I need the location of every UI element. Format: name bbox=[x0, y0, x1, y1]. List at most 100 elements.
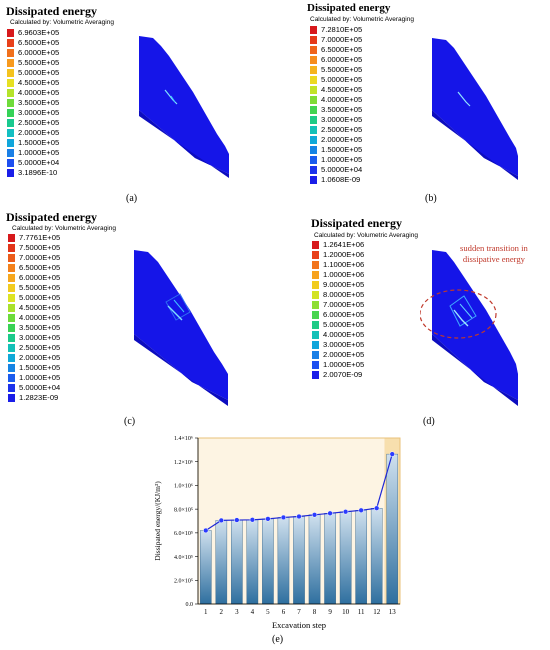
legend-value: 2.0000E+05 bbox=[19, 353, 61, 362]
x-tick-label: 8 bbox=[313, 608, 317, 616]
legend-swatch bbox=[312, 371, 319, 379]
legend-value: 5.0000E+05 bbox=[19, 293, 61, 302]
legend-value: 1.5000E+05 bbox=[19, 363, 61, 372]
legend-value: 7.0000E+05 bbox=[321, 35, 363, 44]
panel-label: (c) bbox=[124, 416, 136, 427]
legend-swatch bbox=[7, 69, 14, 77]
legend-value: 5.0000E+04 bbox=[19, 383, 61, 392]
legend-value: 1.0608E-09 bbox=[321, 175, 361, 184]
data-point bbox=[218, 517, 224, 524]
bar bbox=[339, 511, 352, 605]
legend-value: 9.0000E+05 bbox=[323, 280, 365, 289]
legend-swatch bbox=[8, 244, 15, 252]
data-point bbox=[265, 516, 271, 522]
data-point bbox=[296, 513, 302, 520]
data-point bbox=[342, 509, 349, 515]
legend-swatch bbox=[7, 139, 14, 147]
bar bbox=[293, 516, 305, 605]
legend-value: 3.0000E+05 bbox=[323, 340, 365, 349]
legend-swatch bbox=[7, 39, 14, 47]
legend-swatch bbox=[312, 341, 319, 349]
y-tick-label: 0.0 bbox=[186, 602, 194, 608]
legend-value: 4.0000E+05 bbox=[18, 88, 60, 97]
panel-label: (a) bbox=[126, 193, 138, 204]
data-point bbox=[358, 507, 364, 513]
legend-swatch bbox=[312, 351, 319, 359]
legend-swatch bbox=[310, 136, 317, 144]
legend-value: 2.5000E+05 bbox=[18, 118, 60, 127]
legend-swatch bbox=[8, 394, 15, 402]
x-tick-label: 3 bbox=[235, 608, 239, 616]
legend-value: 8.0000E+05 bbox=[323, 290, 365, 299]
legend-swatch bbox=[310, 156, 317, 164]
x-tick-label: 4 bbox=[251, 608, 255, 616]
bar bbox=[215, 520, 228, 605]
legend-swatch bbox=[310, 96, 317, 104]
legend-value: 5.0000E+04 bbox=[321, 165, 363, 174]
x-tick-label: 9 bbox=[328, 608, 332, 616]
bar bbox=[386, 453, 399, 605]
legend-value: 6.5000E+05 bbox=[18, 38, 60, 47]
legend-swatch bbox=[7, 159, 14, 167]
data-point bbox=[374, 505, 380, 511]
legend-value: 3.0000E+05 bbox=[321, 115, 363, 124]
data-point bbox=[280, 514, 287, 521]
legend-swatch bbox=[8, 274, 15, 282]
x-tick-label: 1 bbox=[204, 608, 208, 616]
legend-swatch bbox=[7, 89, 14, 97]
legend-value: 1.5000E+05 bbox=[18, 138, 60, 147]
legend-value: 2.0070E-09 bbox=[323, 370, 363, 379]
legend-value: 7.5000E+05 bbox=[19, 243, 61, 252]
legend-swatch bbox=[8, 254, 15, 262]
legend-swatch bbox=[8, 354, 15, 362]
legend-value: 5.0000E+05 bbox=[321, 75, 363, 84]
legend-swatch bbox=[8, 314, 15, 322]
legend-swatch bbox=[312, 301, 319, 309]
legend-value: 5.0000E+05 bbox=[323, 320, 365, 329]
slope-model bbox=[139, 36, 229, 178]
legend-value: 7.7761E+05 bbox=[19, 233, 61, 242]
y-tick-label: 1.4×10⁶ bbox=[174, 436, 193, 442]
bar bbox=[355, 510, 367, 605]
legend-swatch bbox=[310, 106, 317, 114]
legend-swatch bbox=[310, 76, 317, 84]
legend-value: 1.2000E+06 bbox=[323, 250, 365, 259]
x-axis-label: Excavation step bbox=[272, 620, 326, 630]
x-tick-label: 2 bbox=[220, 608, 224, 616]
x-tick-label: 10 bbox=[342, 608, 350, 616]
legend-swatch bbox=[310, 66, 317, 74]
y-axis-label: Dissipated energy/(KJ/m³) bbox=[153, 481, 162, 561]
legend-swatch bbox=[8, 374, 15, 382]
panel-c: Dissipated energy Calculated by: Volumet… bbox=[0, 210, 275, 432]
legend-value: 3.0000E+05 bbox=[18, 108, 60, 117]
y-tick-label: 2.0×10⁵ bbox=[174, 578, 193, 584]
legend-swatch bbox=[310, 116, 317, 124]
panel-d: Dissipated energy Calculated by: Volumet… bbox=[275, 210, 550, 432]
legend-swatch bbox=[7, 49, 14, 57]
legend-value: 2.0000E+05 bbox=[323, 350, 365, 359]
legend-value: 3.5000E+05 bbox=[321, 105, 363, 114]
data-point bbox=[249, 517, 256, 523]
panel-title: Dissipated energy bbox=[307, 2, 391, 14]
slope-model bbox=[134, 250, 228, 406]
legend-value: 6.5000E+05 bbox=[19, 263, 61, 272]
legend-value: 1.2641E+06 bbox=[323, 240, 365, 249]
bar bbox=[246, 519, 259, 605]
panel-calc-note: Calculated by: Volumetric Averaging bbox=[12, 225, 116, 232]
legend-swatch bbox=[8, 294, 15, 302]
data-point bbox=[311, 512, 318, 518]
legend-value: 7.0000E+05 bbox=[19, 253, 61, 262]
y-tick-label: 1.2×10⁶ bbox=[174, 460, 193, 466]
legend-swatch bbox=[7, 149, 14, 157]
legend-value: 6.9603E+05 bbox=[18, 28, 60, 37]
legend-swatch bbox=[312, 271, 319, 279]
legend-swatch bbox=[8, 364, 15, 372]
legend-swatch bbox=[7, 29, 14, 37]
legend-swatch bbox=[8, 344, 15, 352]
legend-swatch bbox=[312, 331, 319, 339]
legend-swatch bbox=[312, 241, 319, 249]
y-tick-label: 4.0×10⁵ bbox=[174, 555, 193, 561]
bar bbox=[262, 518, 274, 605]
bar-line-chart: 0.0 2.0×10⁵ 4.0×10⁵ 6.0×10⁵ 8.0×10⁵ 1.0×10⁶ 1.… bbox=[150, 432, 410, 632]
x-tick-label: 5 bbox=[266, 608, 270, 616]
